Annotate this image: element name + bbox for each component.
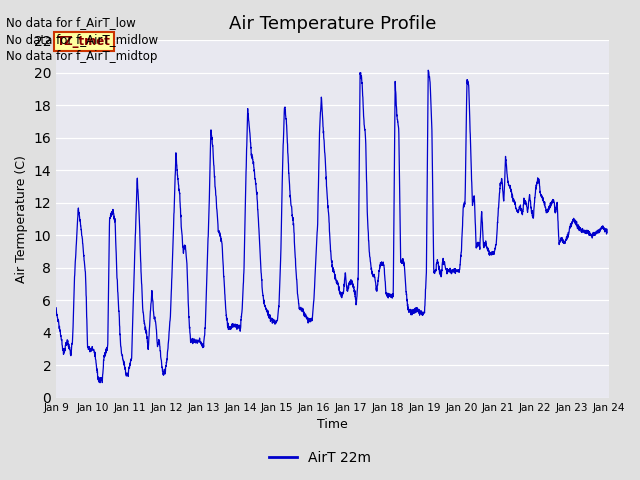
Text: No data for f_AirT_midtop: No data for f_AirT_midtop (6, 50, 158, 63)
Legend: AirT 22m: AirT 22m (264, 445, 376, 471)
X-axis label: Time: Time (317, 419, 348, 432)
Text: TZ_tmet: TZ_tmet (57, 35, 111, 48)
Y-axis label: Air Termperature (C): Air Termperature (C) (15, 155, 28, 283)
Text: No data for f_AirT_low: No data for f_AirT_low (6, 16, 136, 29)
Title: Air Temperature Profile: Air Temperature Profile (228, 15, 436, 33)
Text: No data for f_AirT_midlow: No data for f_AirT_midlow (6, 33, 159, 46)
